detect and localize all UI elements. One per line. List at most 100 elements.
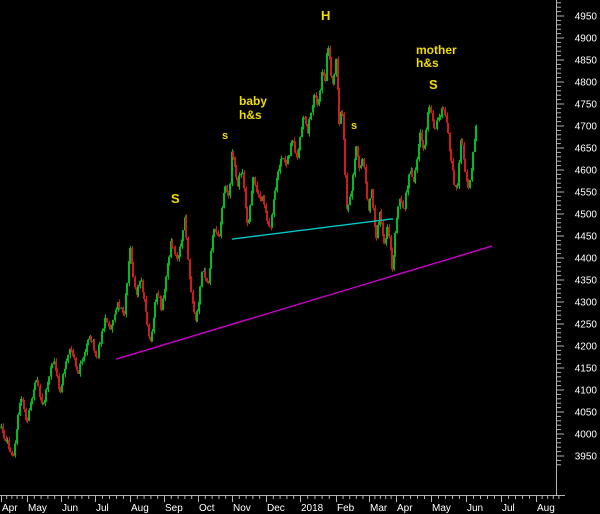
candle[interactable] [294, 141, 296, 154]
candle[interactable] [120, 307, 122, 309]
candle[interactable] [217, 230, 219, 237]
candle[interactable] [337, 56, 339, 92]
candle[interactable] [212, 232, 214, 253]
candle[interactable] [276, 176, 278, 193]
candle[interactable] [263, 194, 265, 208]
candle[interactable] [160, 295, 162, 312]
candle[interactable] [408, 173, 410, 189]
candle[interactable] [252, 176, 254, 194]
candle[interactable] [168, 255, 170, 266]
candle[interactable] [394, 231, 396, 257]
neckline-trendline[interactable] [231, 218, 394, 240]
candle[interactable] [354, 158, 356, 178]
candle[interactable] [151, 329, 153, 342]
candle[interactable] [271, 212, 273, 229]
candle[interactable] [375, 225, 377, 241]
candle[interactable] [86, 341, 88, 356]
candle[interactable] [472, 151, 474, 172]
candle[interactable] [346, 172, 348, 211]
candle[interactable] [374, 205, 376, 228]
candle[interactable] [42, 402, 44, 405]
candle[interactable] [148, 323, 150, 340]
candle[interactable] [453, 169, 455, 186]
candle[interactable] [471, 166, 473, 182]
candle[interactable] [221, 205, 223, 225]
candle[interactable] [377, 222, 379, 239]
candle[interactable] [243, 170, 245, 192]
candle[interactable] [352, 172, 354, 191]
candle[interactable] [310, 112, 312, 121]
candle[interactable] [416, 156, 418, 173]
candle[interactable] [365, 164, 367, 186]
candle[interactable] [207, 280, 209, 285]
candle[interactable] [6, 437, 8, 445]
candle[interactable] [458, 160, 460, 190]
candle[interactable] [296, 149, 298, 160]
candle[interactable] [182, 230, 184, 242]
candle[interactable] [257, 189, 259, 198]
candle[interactable] [427, 109, 429, 132]
candle[interactable] [9, 447, 11, 453]
candle[interactable] [70, 346, 72, 353]
candle[interactable] [273, 197, 275, 218]
candle[interactable] [326, 52, 328, 82]
candle[interactable] [241, 168, 243, 175]
candle[interactable] [206, 277, 208, 283]
candle[interactable] [129, 245, 131, 264]
candle[interactable] [79, 360, 81, 377]
candle[interactable] [213, 228, 215, 238]
candle[interactable] [189, 258, 191, 281]
candle[interactable] [8, 436, 10, 451]
candle[interactable] [193, 301, 195, 314]
candle[interactable] [380, 208, 382, 225]
candle[interactable] [165, 275, 167, 292]
candle[interactable] [44, 398, 46, 406]
candle[interactable] [128, 259, 130, 287]
candle[interactable] [98, 341, 100, 359]
candle[interactable] [118, 299, 120, 311]
candle[interactable] [291, 139, 293, 147]
candle[interactable] [436, 117, 438, 131]
candle[interactable] [324, 73, 326, 83]
candle[interactable] [190, 276, 192, 293]
candle[interactable] [344, 138, 346, 178]
candle[interactable] [112, 319, 114, 326]
candle[interactable] [45, 388, 47, 402]
candle[interactable] [171, 239, 173, 249]
candle[interactable] [251, 189, 253, 206]
candle[interactable] [260, 196, 262, 202]
candle[interactable] [198, 300, 200, 315]
candle[interactable] [229, 182, 231, 199]
candle[interactable] [41, 393, 43, 406]
candle[interactable] [90, 335, 92, 344]
candle[interactable] [425, 127, 427, 146]
candle[interactable] [411, 167, 413, 178]
candle[interactable] [333, 73, 335, 85]
candle[interactable] [227, 190, 229, 199]
candle[interactable] [139, 280, 141, 289]
candle[interactable] [349, 193, 351, 206]
candle[interactable] [224, 185, 226, 194]
candle[interactable] [282, 158, 284, 160]
candle[interactable] [209, 265, 211, 286]
candle[interactable] [145, 296, 147, 313]
candle[interactable] [312, 104, 314, 116]
candle[interactable] [83, 356, 85, 362]
candle[interactable] [67, 354, 69, 364]
candle[interactable] [308, 117, 310, 137]
candle[interactable] [439, 114, 441, 120]
candle[interactable] [111, 324, 113, 333]
candle[interactable] [299, 136, 301, 151]
candle[interactable] [254, 176, 256, 187]
candle[interactable] [316, 95, 318, 107]
candle[interactable] [22, 397, 24, 402]
candle[interactable] [58, 373, 60, 391]
candle[interactable] [196, 309, 198, 322]
candle[interactable] [450, 149, 452, 164]
candle[interactable] [34, 380, 36, 391]
candle[interactable] [338, 87, 340, 126]
candle[interactable] [12, 453, 14, 457]
candle[interactable] [366, 181, 368, 201]
candle[interactable] [210, 248, 212, 270]
candle[interactable] [315, 92, 317, 99]
